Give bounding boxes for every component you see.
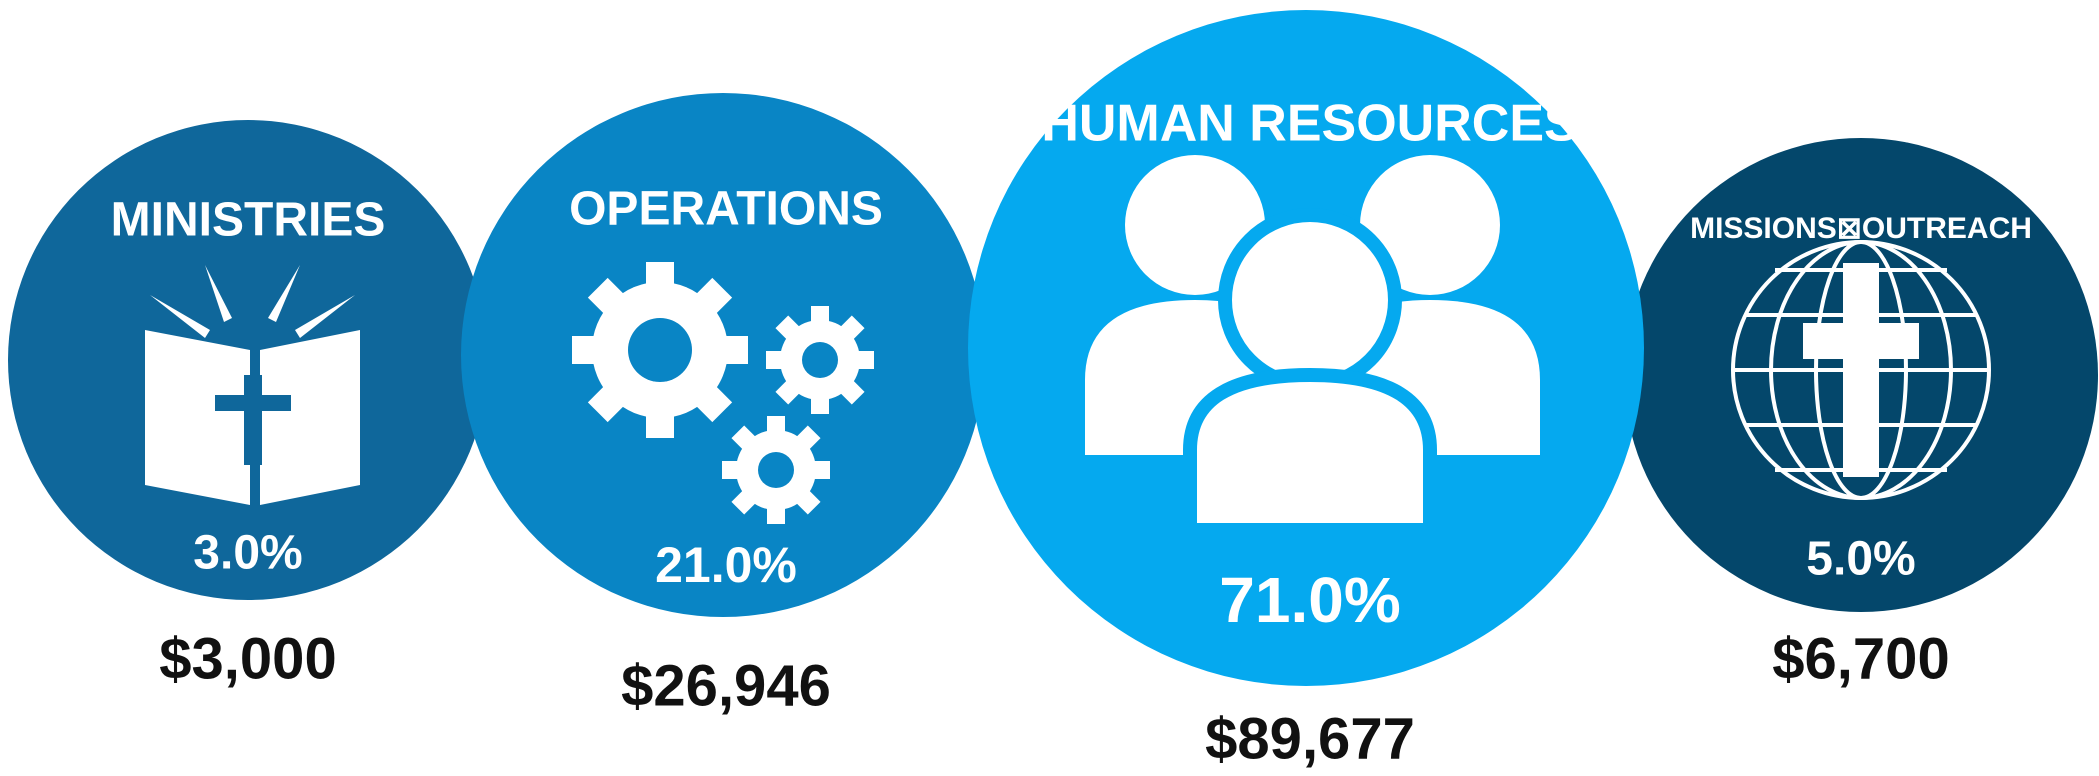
amount: $26,946 xyxy=(621,653,831,718)
title: MISSIONS⊠OUTREACH xyxy=(1690,212,2032,245)
percent: 71.0% xyxy=(1219,564,1400,636)
people-icon xyxy=(1085,155,1540,537)
title: OPERATIONS xyxy=(569,183,883,236)
gears-icon xyxy=(572,262,874,524)
percent: 5.0% xyxy=(1806,533,1915,586)
globe-icon xyxy=(1731,240,1991,500)
percent: 3.0% xyxy=(193,527,302,580)
title: HUMAN RESOURCES xyxy=(1041,95,1578,153)
percent: 21.0% xyxy=(655,537,797,593)
amount: $3,000 xyxy=(159,626,336,691)
amount: $6,700 xyxy=(1772,626,1949,691)
title: MINISTRIES xyxy=(111,194,386,247)
book-icon xyxy=(145,265,360,505)
amount: $89,677 xyxy=(1205,706,1415,771)
